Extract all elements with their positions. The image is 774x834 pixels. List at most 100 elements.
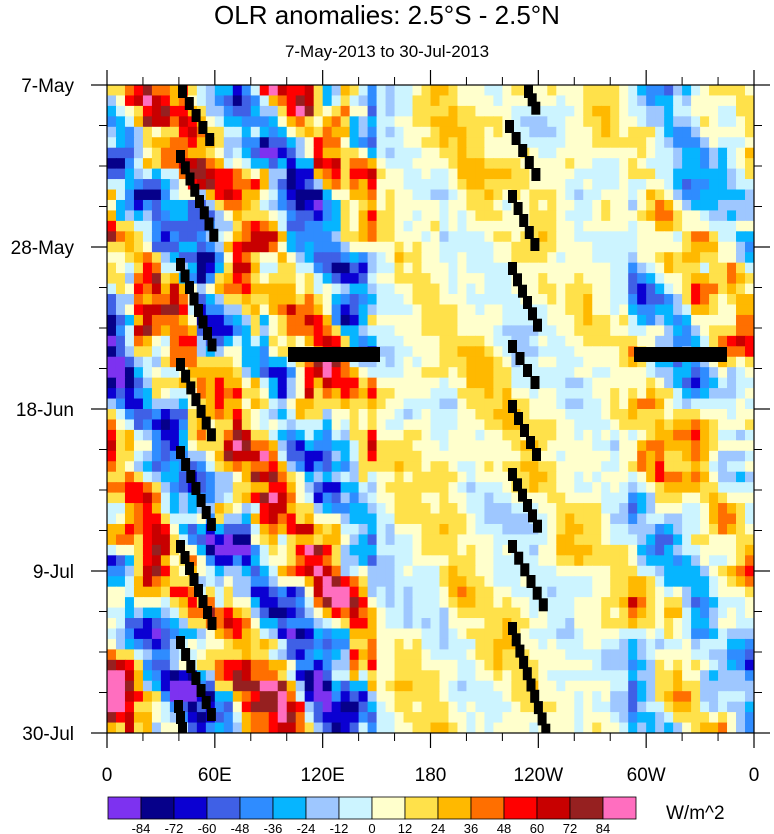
field-cell	[232, 503, 243, 515]
field-cell	[169, 503, 180, 515]
field-cell	[385, 492, 396, 504]
field-cell	[430, 722, 441, 733]
field-cell	[115, 220, 126, 232]
field-cell	[214, 461, 225, 473]
field-cell	[691, 701, 701, 713]
colorbar-swatch	[338, 796, 373, 820]
field-cell	[241, 597, 252, 609]
missing-cell	[181, 369, 191, 383]
field-cell	[250, 179, 261, 191]
field-cell	[340, 189, 351, 201]
field-cell	[664, 628, 674, 640]
field-cell	[592, 544, 602, 556]
field-cell	[547, 618, 557, 630]
field-cell	[124, 325, 135, 337]
field-cell	[610, 262, 620, 274]
field-cell	[592, 179, 602, 191]
field-cell	[250, 722, 261, 733]
field-cell	[592, 680, 602, 692]
field-cell	[673, 659, 683, 671]
field-cell	[107, 189, 117, 201]
field-cell	[358, 597, 369, 609]
field-cell	[637, 618, 647, 630]
field-cell	[655, 179, 665, 191]
field-cell	[268, 220, 279, 232]
missing-cell	[190, 183, 200, 197]
field-cell	[583, 701, 593, 713]
field-cell	[376, 680, 387, 692]
field-cell	[205, 346, 216, 358]
field-cell	[700, 503, 710, 515]
field-cell	[241, 523, 252, 536]
field-cell	[133, 701, 144, 713]
field-cell	[178, 597, 189, 609]
field-cell	[691, 597, 701, 609]
field-cell	[412, 377, 423, 389]
field-cell	[178, 659, 189, 671]
field-cell	[736, 367, 746, 379]
field-cell	[178, 126, 189, 138]
field-cell	[457, 670, 468, 682]
field-cell	[403, 116, 414, 128]
field-cell	[358, 356, 369, 368]
field-cell	[484, 659, 495, 671]
field-cell	[628, 325, 638, 337]
field-cell	[259, 398, 270, 410]
field-cell	[529, 534, 539, 546]
field-cell	[331, 712, 342, 724]
field-cell	[331, 199, 342, 212]
field-cell	[313, 649, 324, 661]
field-cell	[367, 283, 378, 295]
field-cell	[556, 409, 566, 421]
field-cell	[358, 638, 369, 650]
field-cell	[448, 691, 459, 703]
field-cell	[439, 419, 450, 431]
field-cell	[115, 126, 126, 138]
field-cell	[151, 597, 162, 609]
field-cell	[107, 712, 117, 724]
field-cell	[358, 618, 369, 630]
field-cell	[313, 262, 324, 274]
field-cell	[286, 105, 297, 117]
field-cell	[511, 523, 521, 536]
field-cell	[502, 597, 512, 609]
field-cell	[565, 576, 575, 588]
field-cell	[619, 440, 629, 452]
field-cell	[709, 638, 719, 650]
field-cell	[187, 712, 198, 724]
field-cell	[142, 126, 153, 138]
field-cell	[376, 398, 387, 410]
field-cell	[385, 555, 396, 567]
field-cell	[223, 628, 234, 640]
field-cell	[493, 105, 503, 117]
field-cell	[529, 638, 539, 650]
field-cell	[565, 304, 575, 316]
field-cell	[448, 429, 459, 441]
field-cell	[475, 712, 486, 724]
field-cell	[520, 597, 530, 609]
field-cell	[295, 294, 306, 306]
field-cell	[295, 513, 306, 525]
field-cell	[448, 638, 459, 650]
missing-cell	[530, 689, 540, 703]
field-cell	[205, 85, 216, 97]
field-cell	[322, 199, 333, 212]
field-cell	[124, 262, 135, 274]
field-cell	[430, 346, 441, 358]
field-cell	[682, 388, 692, 400]
field-cell	[151, 85, 162, 97]
field-cell	[259, 680, 270, 692]
field-cell	[538, 450, 548, 462]
field-cell	[457, 241, 468, 253]
field-cell	[223, 335, 234, 347]
field-cell	[205, 210, 216, 222]
field-cell	[538, 356, 548, 368]
field-cell	[565, 147, 575, 159]
field-cell	[502, 262, 512, 274]
colorbar-label: -84	[132, 821, 151, 834]
field-cell	[718, 712, 728, 724]
field-cell	[745, 335, 754, 347]
field-cell	[250, 241, 261, 253]
field-cell	[547, 189, 557, 201]
field-cell	[107, 586, 117, 598]
